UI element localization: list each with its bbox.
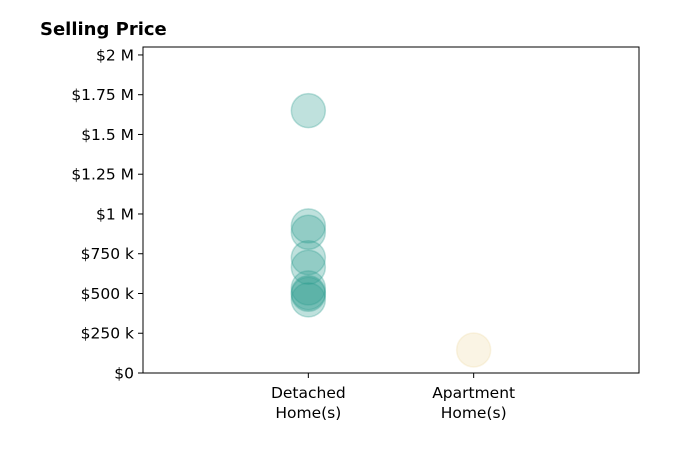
- scatter-point: [290, 249, 327, 285]
- x-tick-label: Home(s): [275, 404, 341, 422]
- y-tick-label: $0: [114, 365, 134, 383]
- scatter-point: [290, 239, 327, 276]
- chart-title: Selling Price: [40, 19, 167, 40]
- x-axis: Detached Home(s) Apartment Home(s): [271, 373, 515, 422]
- scatter-point: [290, 274, 327, 311]
- y-tick-label: $250 k: [81, 325, 134, 343]
- x-tick-label: Detached: [271, 384, 346, 402]
- x-tick-label: Apartment: [432, 384, 515, 402]
- scatter-point: [290, 282, 327, 318]
- y-tick-label: $2 M: [96, 46, 134, 64]
- scatter-point: [290, 92, 327, 129]
- scatter-point: [290, 208, 327, 244]
- scatter-point: [290, 270, 327, 306]
- scatter-point: [290, 276, 327, 313]
- y-tick-label: $1 M: [96, 205, 134, 223]
- scatter-marks: [290, 92, 492, 368]
- scatter-point: [290, 214, 327, 251]
- y-tick-label: $500 k: [81, 285, 134, 303]
- y-tick-label: $1.75 M: [71, 86, 134, 104]
- y-tick-label: $1.25 M: [71, 166, 134, 184]
- x-tick-label: Home(s): [441, 404, 507, 422]
- y-tick-label: $1.5 M: [81, 126, 134, 144]
- y-tick-label: $750 k: [81, 245, 134, 263]
- y-axis: $0 $250 k $500 k $750 k $1 M $1.25 M $1.5 M $1.…: [71, 46, 143, 383]
- plot-frame: [142, 46, 640, 374]
- scatter-point: [455, 332, 492, 368]
